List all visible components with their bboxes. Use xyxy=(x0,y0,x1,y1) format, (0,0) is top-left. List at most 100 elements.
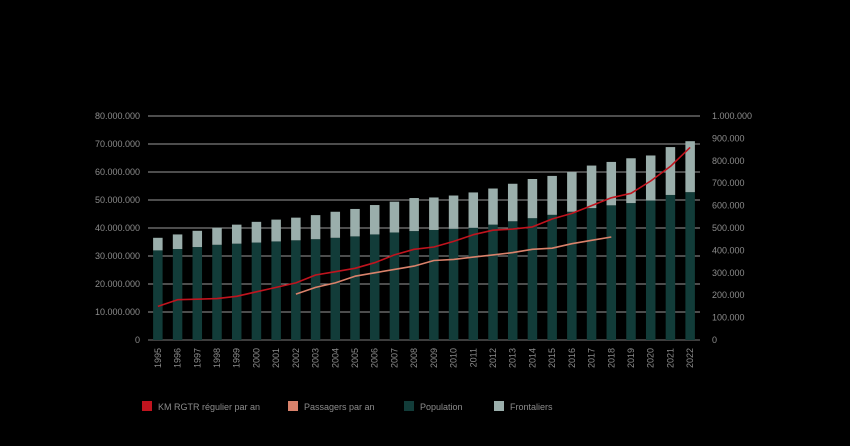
bar-frontaliers xyxy=(231,224,242,244)
bar-population xyxy=(429,229,439,340)
x-tick-label: 2013 xyxy=(508,348,518,368)
x-tick-label: 2017 xyxy=(587,348,597,368)
x-tick-label: 2010 xyxy=(449,348,459,368)
legend-label: Frontaliers xyxy=(510,402,553,412)
x-tick-label: 1995 xyxy=(153,348,163,368)
bar-population xyxy=(448,228,459,340)
x-tick-label: 2012 xyxy=(488,348,498,368)
bar-frontaliers xyxy=(507,183,518,222)
right-axis-ticks: 0 100.000 200.000 300.000 400.000 500.000 600.… xyxy=(712,111,752,345)
bar-population xyxy=(350,236,360,340)
bar-population xyxy=(330,237,341,340)
bar-frontaliers xyxy=(330,211,341,238)
right-tick-label: 300.000 xyxy=(712,268,745,278)
bar-population xyxy=(685,192,695,340)
x-tick-label: 2011 xyxy=(468,348,478,367)
right-tick-label: 200.000 xyxy=(712,290,745,300)
legend-label: Passagers par an xyxy=(304,402,375,412)
line-km-rgtr-r-gulier-par-an xyxy=(157,146,691,308)
x-tick-label: 2019 xyxy=(626,348,636,368)
bar-population xyxy=(527,218,538,340)
x-tick-label: 2001 xyxy=(271,348,281,368)
bar-frontaliers xyxy=(271,219,281,242)
bar-population xyxy=(606,205,617,340)
bar-population xyxy=(567,211,577,340)
bar-frontaliers xyxy=(251,221,262,243)
bar-frontaliers xyxy=(310,215,321,240)
bar-frontaliers xyxy=(685,141,695,193)
bar-frontaliers xyxy=(350,208,360,237)
legend-swatch xyxy=(404,401,414,411)
x-tick-label: 2022 xyxy=(685,348,695,368)
bar-population xyxy=(310,239,321,340)
left-axis-ticks: 0 10.000.000 20.000.000 30.000.000 40.000.00… xyxy=(95,111,140,345)
bar-population xyxy=(507,221,518,340)
bar-frontaliers xyxy=(547,175,557,215)
left-tick-label: 70.000.000 xyxy=(95,139,140,149)
right-tick-label: 800.000 xyxy=(712,156,745,166)
right-tick-label: 1.000.000 xyxy=(712,111,752,121)
x-tick-label: 2003 xyxy=(311,348,321,368)
x-tick-label: 2021 xyxy=(665,348,675,368)
x-axis-ticks: 1995 1996 1997 1998 1999 2000 2001 2002 2003 2004… xyxy=(153,348,695,368)
x-tick-label: 2006 xyxy=(370,348,380,368)
bar-frontaliers xyxy=(172,234,183,249)
bar-frontaliers xyxy=(153,237,163,251)
x-tick-label: 2005 xyxy=(350,348,360,368)
x-tick-label: 2020 xyxy=(646,348,656,368)
bar-population xyxy=(547,214,557,340)
bar-frontaliers xyxy=(448,195,459,229)
bar-population xyxy=(231,243,242,340)
left-tick-label: 50.000.000 xyxy=(95,195,140,205)
left-tick-label: 20.000.000 xyxy=(95,279,140,289)
bar-population xyxy=(172,249,183,340)
x-tick-label: 2004 xyxy=(330,348,340,368)
bar-frontaliers xyxy=(369,205,380,235)
bar-population xyxy=(665,194,676,340)
bar-frontaliers xyxy=(291,217,301,241)
x-tick-label: 1997 xyxy=(192,348,202,368)
bar-frontaliers xyxy=(586,165,597,209)
bar-population xyxy=(488,224,498,340)
bar-population xyxy=(192,247,203,340)
bar-series xyxy=(153,141,695,340)
bar-population xyxy=(291,240,301,340)
x-tick-label: 2002 xyxy=(291,348,301,368)
bar-population xyxy=(271,241,281,340)
legend-label: KM RGTR régulier par an xyxy=(158,402,260,412)
bar-population xyxy=(389,232,400,340)
line-series xyxy=(157,146,691,308)
bar-frontaliers xyxy=(389,201,400,233)
x-tick-label: 2015 xyxy=(547,348,557,368)
left-tick-label: 30.000.000 xyxy=(95,251,140,261)
x-tick-label: 2007 xyxy=(389,348,399,368)
right-tick-label: 400.000 xyxy=(712,245,745,255)
x-tick-label: 1998 xyxy=(212,348,222,368)
right-tick-label: 600.000 xyxy=(712,201,745,211)
bar-population xyxy=(626,203,636,340)
right-tick-label: 700.000 xyxy=(712,178,745,188)
bar-population xyxy=(212,244,222,340)
left-tick-label: 10.000.000 xyxy=(95,307,140,317)
left-tick-label: 40.000.000 xyxy=(95,223,140,233)
bar-frontaliers xyxy=(527,179,538,219)
bar-population xyxy=(468,227,479,340)
grid-lines xyxy=(148,115,700,341)
bar-frontaliers xyxy=(212,227,222,245)
bar-frontaliers xyxy=(468,192,479,228)
bar-frontaliers xyxy=(645,155,656,201)
legend-swatch xyxy=(494,401,504,411)
legend-swatch xyxy=(288,401,298,411)
x-tick-label: 2018 xyxy=(606,348,616,368)
bar-frontaliers xyxy=(665,147,676,195)
legend: KM RGTR régulier par an Passagers par an P… xyxy=(142,401,553,412)
bar-frontaliers xyxy=(606,161,617,206)
right-tick-label: 500.000 xyxy=(712,223,745,233)
bar-frontaliers xyxy=(626,158,636,204)
x-tick-label: 1996 xyxy=(173,348,183,368)
bar-population xyxy=(586,208,597,340)
bar-frontaliers xyxy=(567,172,577,212)
line-passagers-par-an xyxy=(295,236,612,295)
bar-population xyxy=(369,234,380,340)
